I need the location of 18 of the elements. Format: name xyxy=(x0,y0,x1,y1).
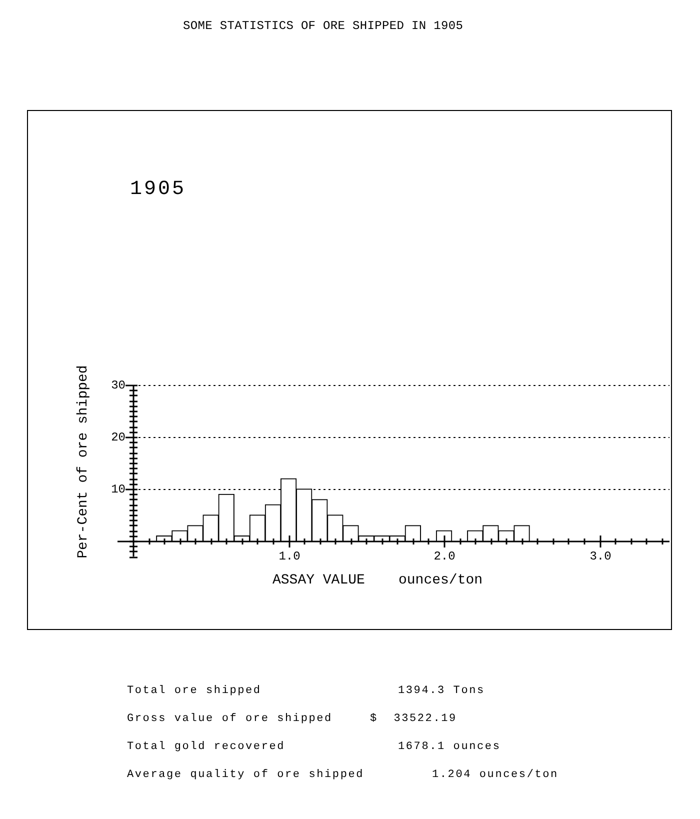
x-tick-label: 2.0 xyxy=(434,550,456,564)
text: 1.204 ounces/ton xyxy=(432,768,558,782)
x-axis-title: ASSAY VALUE ounces/ton xyxy=(272,572,483,588)
text: Total ore shipped xyxy=(127,684,262,698)
chart-title: SOME STATISTICS OF ORE SHIPPED IN 1905 xyxy=(183,19,464,33)
y-tick-label: 20 xyxy=(111,430,126,445)
text: 1905 xyxy=(130,178,186,201)
text: 1678.1 ounces xyxy=(398,740,501,754)
text: Average quality of ore shipped xyxy=(127,768,364,782)
x-tick-label: 3.0 xyxy=(590,550,612,564)
text: Total gold recovered xyxy=(127,740,286,754)
y-axis-title: Per-Cent of ore shipped xyxy=(76,365,92,558)
text: 1394.3 Tons xyxy=(398,684,485,698)
y-tick-label: 10 xyxy=(111,482,126,497)
y-tick-label: 30 xyxy=(111,378,126,393)
text: Gross value of ore shipped xyxy=(127,712,332,726)
text: $ 33522.19 xyxy=(370,712,457,726)
x-tick-label: 1.0 xyxy=(278,550,300,564)
